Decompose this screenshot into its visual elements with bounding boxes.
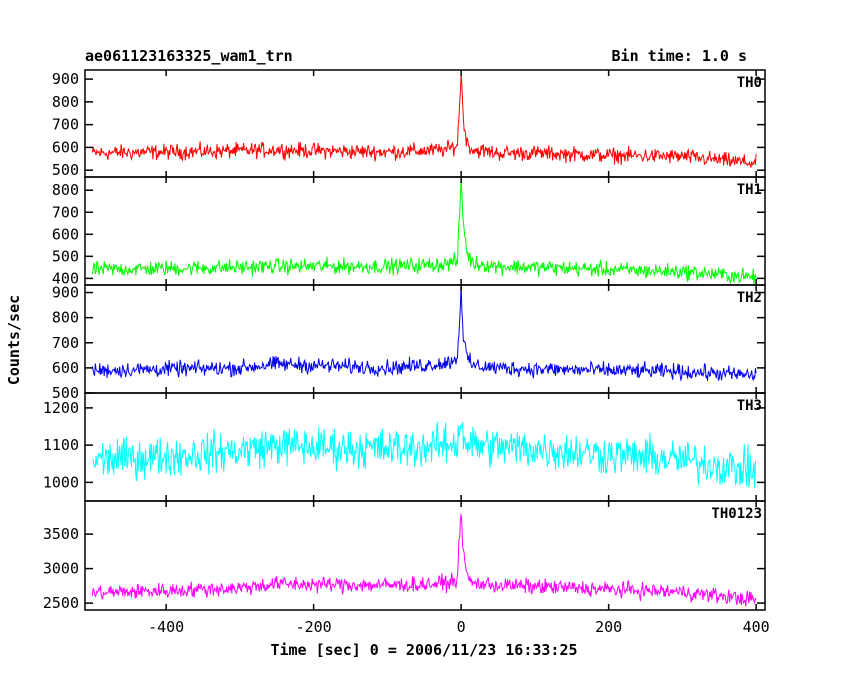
series-line-th3 xyxy=(91,422,757,489)
panel-th0: 500 600 700 800 900 TH0 xyxy=(52,69,766,179)
x-axis: -400 -200 0 200 400 xyxy=(148,618,770,636)
y-tick-label: 700 xyxy=(52,203,79,221)
x-tick-label: 0 xyxy=(457,618,466,636)
y-tick-label: 1200 xyxy=(43,399,79,417)
y-tick-label: 900 xyxy=(52,70,79,88)
series-line-th1 xyxy=(91,178,757,285)
y-axis-label: Counts/sec xyxy=(5,295,23,385)
channel-label: TH0 xyxy=(737,75,762,91)
panel-frame xyxy=(84,69,766,178)
y-tick-label: 900 xyxy=(52,284,79,302)
panels-group: 500 600 700 800 900 TH0 400 500 600 700 800 TH1 500 6… xyxy=(43,69,766,612)
channel-label: TH3 xyxy=(737,398,762,414)
x-tick-label: 200 xyxy=(595,618,622,636)
panel-th1: 400 500 600 700 800 TH1 xyxy=(52,176,766,287)
y-tick-label: 800 xyxy=(52,309,79,327)
panel-frame xyxy=(84,500,766,611)
y-tick-label: 3500 xyxy=(43,525,79,543)
y-tick-label: 600 xyxy=(52,138,79,156)
channel-label: TH1 xyxy=(737,182,762,198)
panel-th0123: 2500 3000 3500 TH0123 xyxy=(43,500,766,612)
y-tick-label: 500 xyxy=(52,247,79,265)
y-tick-label: 800 xyxy=(52,181,79,199)
y-tick-label: 700 xyxy=(52,116,79,134)
y-tick-label: 2500 xyxy=(43,594,79,612)
chart-subtitle: Bin time: 1.0 s xyxy=(612,47,747,65)
chart-title: ae061123163325_wam1_trn xyxy=(85,47,293,65)
x-axis-label: Time [sec] 0 = 2006/11/23 16:33:25 xyxy=(270,641,577,659)
y-tick-label: 1100 xyxy=(43,436,79,454)
y-tick-label: 3000 xyxy=(43,560,79,578)
y-tick-label: 400 xyxy=(52,269,79,287)
x-tick-label: 400 xyxy=(743,618,770,636)
channel-label: TH0123 xyxy=(711,506,762,522)
panel-th3: 1000 1100 1200 TH3 xyxy=(43,392,766,502)
panel-th2: 500 600 700 800 900 TH2 xyxy=(52,284,766,402)
series-line-th0 xyxy=(91,74,757,168)
y-tick-label: 500 xyxy=(52,384,79,402)
x-tick-label: -200 xyxy=(296,618,332,636)
y-tick-label: 800 xyxy=(52,93,79,111)
y-tick-label: 600 xyxy=(52,225,79,243)
series-line-th0123 xyxy=(91,513,757,607)
y-tick-label: 700 xyxy=(52,334,79,352)
y-tick-label: 600 xyxy=(52,359,79,377)
y-tick-label: 1000 xyxy=(43,473,79,491)
y-tick-label: 500 xyxy=(52,161,79,179)
x-tick-label: -400 xyxy=(148,618,184,636)
channel-label: TH2 xyxy=(737,290,762,306)
series-line-th2 xyxy=(91,285,757,382)
